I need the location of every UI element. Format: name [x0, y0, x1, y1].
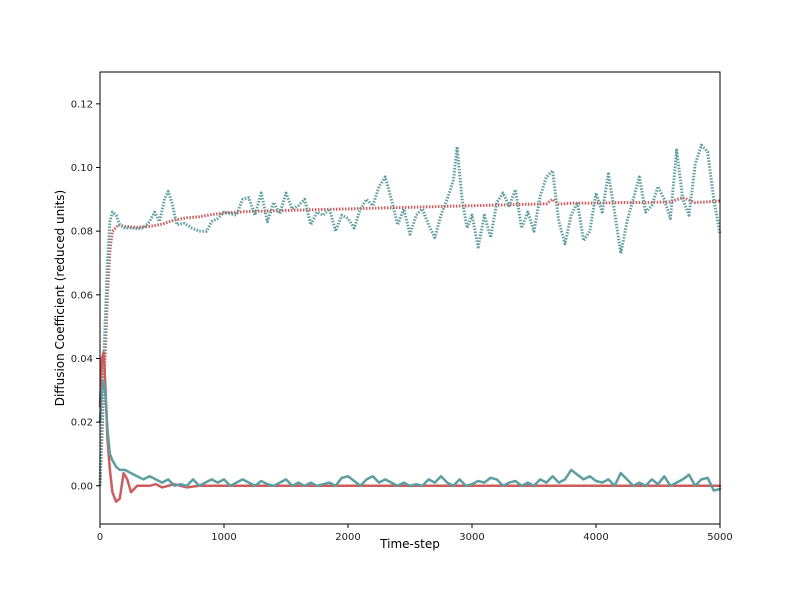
x-axis-label: Time-step: [379, 537, 440, 551]
series-line-4: [98, 379, 722, 492]
y-tick-label: 0.08: [71, 227, 93, 238]
y-axis-ticks: 0.00 0.02 0.04 0.06 0.08 0.10 0.12: [71, 99, 100, 492]
y-tick-label: 0.00: [71, 481, 93, 492]
x-tick-label: 0: [97, 532, 103, 543]
y-tick-label: 0.10: [71, 163, 93, 174]
series-line-2: [98, 143, 722, 486]
x-axis-ticks: 0 1000 2000 3000 4000 5000: [97, 524, 733, 543]
x-tick-label: 1000: [211, 532, 236, 543]
y-tick-label: 0.12: [71, 99, 93, 110]
plot-series: [98, 143, 722, 503]
y-tick-label: 0.06: [71, 290, 93, 301]
plot-frame: [99, 71, 721, 525]
y-axis-label: Diffusion Coefficient (reduced units): [53, 190, 67, 407]
y-tick-label: 0.04: [71, 354, 93, 365]
x-tick-label: 5000: [707, 532, 732, 543]
x-tick-label: 3000: [459, 532, 484, 543]
y-tick-label: 0.02: [71, 418, 93, 429]
x-tick-label: 4000: [583, 532, 608, 543]
x-tick-label: 2000: [335, 532, 360, 543]
series-line-1: [98, 196, 721, 486]
